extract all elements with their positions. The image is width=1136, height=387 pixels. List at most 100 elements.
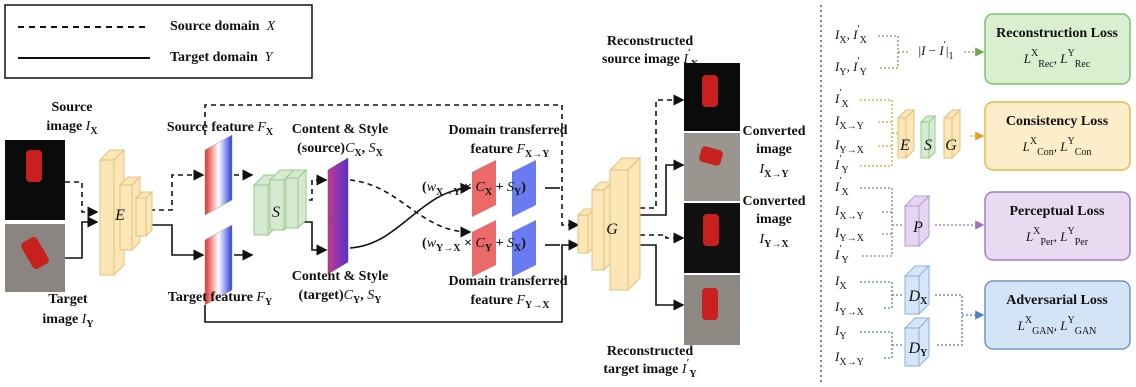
label-part: L — [1017, 318, 1025, 333]
label: Converted — [743, 124, 806, 139]
label-part: X — [920, 296, 928, 307]
label-part: Y — [860, 67, 867, 78]
label-part: S — [507, 180, 514, 195]
connector — [640, 245, 683, 305]
network-block — [286, 178, 298, 228]
label-part: Y — [1067, 315, 1074, 326]
network-block — [136, 198, 146, 236]
label: feature FY→X — [470, 293, 550, 311]
label: I′X — [834, 176, 850, 198]
label-part: Y→X — [525, 300, 550, 311]
label: IY→X — [834, 225, 865, 244]
label: E — [114, 207, 125, 224]
label-part: X — [691, 59, 699, 70]
label-part: GAN — [1032, 326, 1054, 337]
label: Source feature FX — [167, 120, 274, 138]
connector — [150, 225, 203, 255]
label: IX→Y — [834, 349, 864, 368]
label-part: X→Y — [839, 211, 863, 222]
label-part: , — [360, 288, 367, 303]
connector — [300, 222, 326, 250]
label: S — [272, 204, 280, 221]
label-part: Perceptual Loss — [1009, 204, 1105, 219]
label-part: (source) — [297, 141, 345, 156]
label-part: × — [461, 180, 476, 195]
label-part: Adversarial Loss — [1006, 293, 1108, 308]
label: Domain transferred — [448, 123, 567, 138]
label-part: Y→X — [436, 243, 461, 254]
photo — [703, 214, 719, 246]
loss-connector — [860, 188, 903, 256]
feature-map — [205, 135, 232, 215]
label-part: ′ — [687, 358, 690, 369]
label-part: Con — [1037, 147, 1054, 158]
label: Content & Style — [292, 122, 388, 137]
label-part: ) — [521, 180, 526, 195]
network-block — [100, 160, 114, 275]
label-part: Reconstructed — [607, 34, 694, 49]
label-part: image — [756, 212, 792, 227]
label-part: G — [945, 137, 957, 154]
label-part: X — [1031, 48, 1039, 59]
label: E — [899, 137, 910, 154]
label-part: Y — [920, 348, 928, 359]
label: Source — [52, 100, 93, 115]
label: feature FX→Y — [470, 142, 550, 160]
label: source image I′X — [602, 48, 699, 70]
label: I′Y — [834, 154, 849, 176]
network-block — [298, 170, 306, 228]
label-part: ′ — [857, 56, 859, 67]
label-part: Y — [689, 369, 697, 380]
label-part: X — [266, 127, 274, 138]
label-part: ′ — [839, 88, 841, 99]
label: IX→Y — [834, 203, 864, 222]
label-part: Source feature — [167, 120, 257, 135]
label: IY→X — [834, 299, 865, 318]
label: image — [756, 212, 792, 227]
label-part: X — [90, 126, 98, 137]
label-part: X — [842, 187, 850, 198]
label-part: X→Y — [436, 187, 461, 198]
label-part: 1 — [948, 51, 953, 62]
label: IY, I′Y — [834, 56, 867, 78]
label: Reconstructed — [607, 344, 694, 359]
label-part: X — [1025, 315, 1033, 326]
label: |I − I′|1 — [919, 40, 954, 62]
label-part: Content & Style — [292, 269, 388, 284]
network-block — [628, 158, 640, 290]
label-part: X — [376, 148, 384, 159]
loss-box — [985, 14, 1130, 84]
label-part: Y — [265, 297, 273, 308]
label-part: X — [1030, 136, 1038, 147]
label: IX, I′X — [834, 24, 868, 46]
label-part: ′ — [688, 48, 691, 59]
label-part: image — [756, 142, 792, 157]
label-part: L — [1059, 139, 1067, 154]
label-part: X — [860, 35, 868, 46]
diagram: Source domain XTarget domain YSourceimag… — [0, 0, 1136, 387]
label-part: source image — [602, 52, 683, 67]
label-part: X — [1033, 226, 1041, 237]
label-part: image — [42, 312, 81, 327]
network-block — [592, 190, 604, 270]
loss-connector — [878, 36, 908, 68]
label: IX→Y — [834, 113, 864, 132]
label-part: Source — [52, 100, 93, 115]
connector — [640, 100, 683, 208]
loss-connector — [860, 100, 898, 166]
label-part: X — [842, 99, 850, 110]
loss-connector — [935, 295, 983, 345]
label-part: target image — [603, 362, 682, 377]
label: Domain transferred — [448, 274, 567, 289]
connector — [640, 235, 683, 238]
label-part: Target feature — [168, 290, 257, 305]
connector — [65, 182, 97, 212]
label-part: Domain transferred — [448, 123, 567, 138]
label-part: D — [908, 288, 921, 305]
label-part: X→Y — [839, 121, 863, 132]
photo — [684, 133, 740, 201]
label-part: Consistency Loss — [1006, 114, 1109, 129]
label-part: L — [1023, 51, 1031, 66]
label-part: Y→X — [839, 145, 864, 156]
label-part: Converted — [743, 124, 806, 139]
